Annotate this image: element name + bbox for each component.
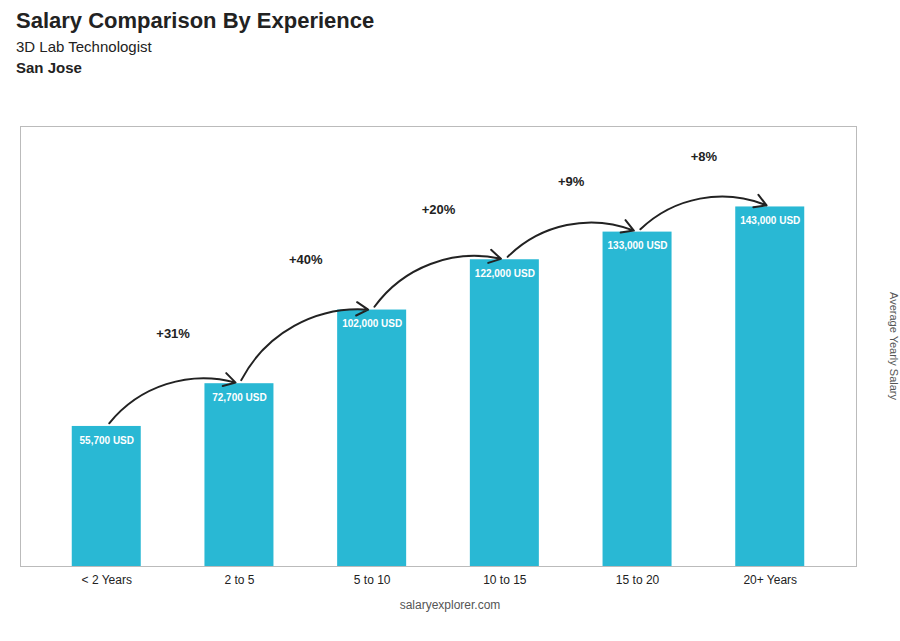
svg-text:143,000 USD: 143,000 USD xyxy=(740,215,800,226)
svg-text:55,700 USD: 55,700 USD xyxy=(80,435,134,446)
svg-text:+9%: +9% xyxy=(558,174,585,189)
svg-text:20+ Years: 20+ Years xyxy=(743,573,797,587)
html-text:Salary Comparison By Experienc: Salary Comparison By Experience xyxy=(16,8,375,33)
html-text:San Jose: San Jose xyxy=(16,59,82,76)
svg-text:+20%: +20% xyxy=(422,202,456,217)
svg-text:72,700 USD: 72,700 USD xyxy=(212,392,266,403)
svg-text:+40%: +40% xyxy=(289,252,323,267)
svg-text:133,000 USD: 133,000 USD xyxy=(608,240,668,251)
svg-text:122,000 USD: 122,000 USD xyxy=(475,268,535,279)
svg-text:10 to 15: 10 to 15 xyxy=(483,573,527,587)
svg-text:102,000 USD: 102,000 USD xyxy=(342,318,402,329)
svg-text:+8%: +8% xyxy=(691,149,718,164)
html-text:3D Lab Technologist: 3D Lab Technologist xyxy=(16,38,152,55)
svg-text:2 to 5: 2 to 5 xyxy=(224,573,254,587)
svg-text:< 2 Years: < 2 Years xyxy=(82,573,132,587)
svg-text:15 to 20: 15 to 20 xyxy=(616,573,660,587)
svg-text:+31%: +31% xyxy=(156,326,190,341)
html-text:Average Yearly Salary: Average Yearly Salary xyxy=(888,292,900,400)
html-text:salaryexplorer.com: salaryexplorer.com xyxy=(399,598,501,612)
svg-text:5 to 10: 5 to 10 xyxy=(354,573,391,587)
